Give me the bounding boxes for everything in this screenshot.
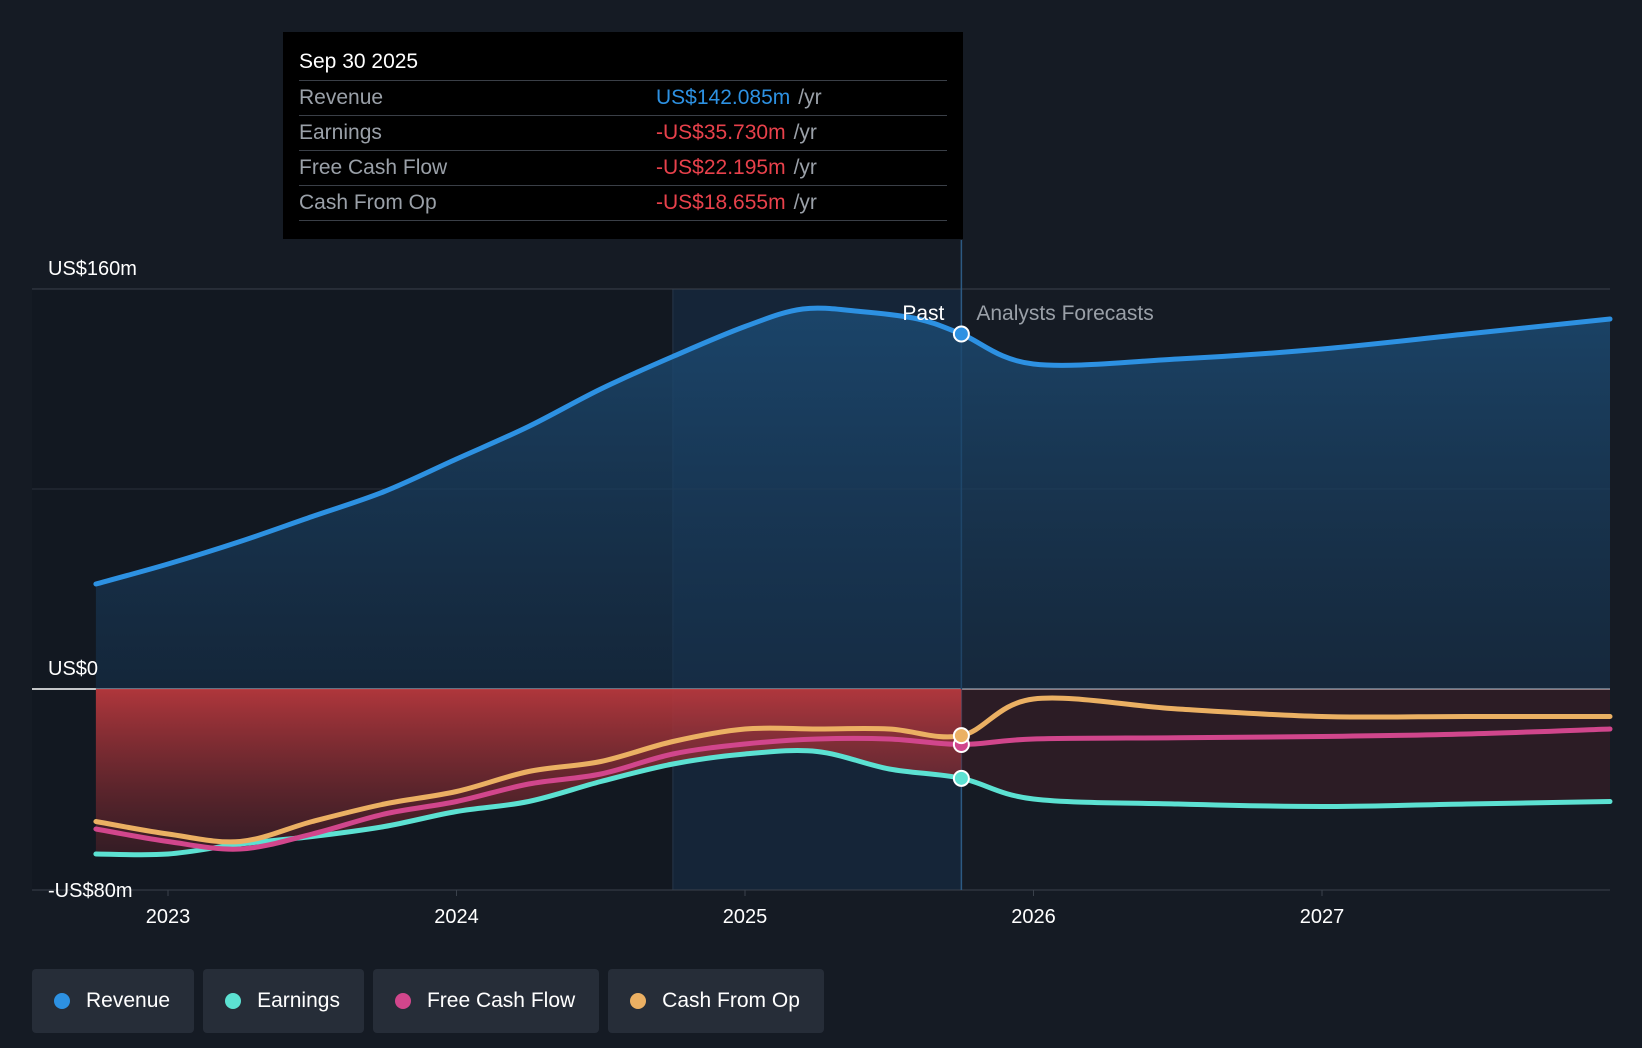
y-tick-label: US$160m	[48, 258, 137, 280]
tooltip-row-cash-from-op: Cash From Op -US$18.655m /yr	[299, 185, 947, 221]
tooltip-unit: /yr	[793, 191, 817, 214]
x-tick-label: 2026	[1011, 906, 1056, 928]
y-tick-label: US$0	[48, 658, 98, 680]
tooltip-row-earnings: Earnings -US$35.730m /yr	[299, 115, 947, 150]
earnings-marker	[952, 769, 970, 787]
legend-label: Earnings	[257, 989, 340, 1012]
tooltip-unit: /yr	[798, 86, 822, 109]
tooltip-label: Earnings	[299, 121, 382, 144]
cash-from-op-dot-icon	[630, 993, 647, 1009]
tooltip-value: US$142.085m	[656, 86, 791, 109]
legend-label: Cash From Op	[662, 989, 800, 1012]
cash-from-op-marker	[952, 727, 970, 745]
x-tick-label: 2024	[434, 906, 479, 928]
tooltip-value: -US$22.195m	[656, 156, 786, 179]
tooltip: Sep 30 2025 Revenue US$142.085m /yr Earn…	[283, 32, 963, 239]
free-cash-flow-dot-icon	[394, 993, 411, 1009]
tooltip-value: -US$18.655m	[656, 191, 786, 214]
x-tick-label: 2023	[146, 906, 191, 928]
tooltip-label: Free Cash Flow	[299, 156, 448, 179]
tooltip-label: Cash From Op	[299, 191, 437, 214]
tooltip-value: -US$35.730m	[656, 121, 786, 144]
revenue-area	[95, 308, 1610, 689]
legend-item-cash-from-op[interactable]: Cash From Op	[608, 969, 824, 1033]
x-tick-label: 2027	[1300, 906, 1345, 928]
tooltip-unit: /yr	[793, 121, 817, 144]
legend-item-free-cash-flow[interactable]: Free Cash Flow	[372, 969, 600, 1033]
tooltip-unit: /yr	[793, 156, 817, 179]
tooltip-row-revenue: Revenue US$142.085m /yr	[299, 80, 947, 115]
legend-label: Free Cash Flow	[426, 989, 576, 1012]
cash-from-op-line	[93, 695, 1613, 845]
tooltip-row-free-cash-flow: Free Cash Flow -US$22.195m /yr	[299, 150, 947, 185]
revenue-line	[93, 305, 1613, 587]
legend-label: Revenue	[86, 989, 171, 1012]
legend-item-revenue[interactable]: Revenue	[32, 969, 195, 1033]
past-label: Past	[902, 302, 944, 325]
revenue-marker	[952, 325, 970, 343]
y-tick-label: -US$80m	[48, 880, 132, 902]
earnings-dot-icon	[225, 993, 242, 1009]
revenue-dot-icon	[54, 993, 70, 1009]
tooltip-label: Revenue	[299, 86, 384, 109]
free-cash-flow-line	[93, 726, 1613, 852]
legend: Revenue Earnings Free Cash Flow Cash Fro…	[32, 969, 824, 1033]
tooltip-date: Sep 30 2025	[299, 50, 419, 73]
forecast-label: Analysts Forecasts	[976, 302, 1153, 325]
legend-item-earnings[interactable]: Earnings	[203, 969, 364, 1033]
x-tick-label: 2025	[723, 906, 768, 928]
